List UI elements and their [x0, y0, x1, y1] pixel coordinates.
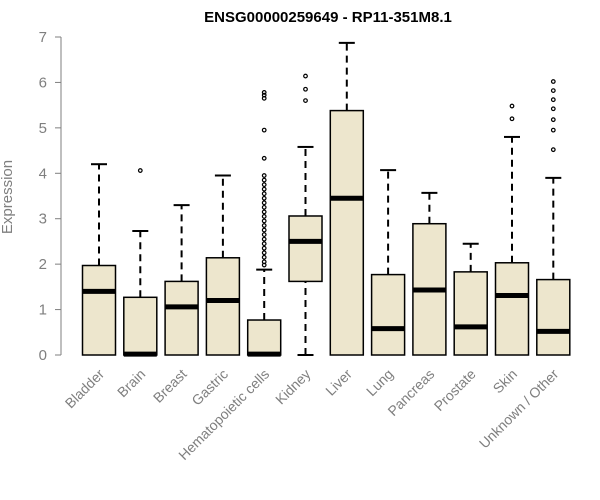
- outlier-point: [261, 204, 267, 210]
- outlier-point: [261, 232, 267, 238]
- box-hematopoietic-cells: [246, 90, 282, 357]
- outlier-point: [550, 106, 556, 112]
- outlier-point: [550, 147, 556, 153]
- outlier-point: [261, 223, 267, 228]
- outlier-point: [261, 127, 267, 133]
- outlier-point: [261, 195, 267, 201]
- x-tick-label: Kidney: [272, 366, 314, 408]
- x-tick-label: Bladder: [62, 366, 108, 412]
- outlier-point: [550, 79, 556, 84]
- x-tick-label: Breast: [150, 366, 190, 406]
- box-iqr: [536, 278, 571, 356]
- outlier-point: [261, 254, 267, 260]
- box-iqr: [370, 273, 406, 356]
- box-iqr: [453, 271, 488, 356]
- outlier-point: [261, 186, 267, 192]
- x-tick-label: Liver: [322, 366, 355, 399]
- outlier-point: [261, 236, 267, 242]
- outlier-point: [261, 241, 267, 247]
- outlier-point: [303, 86, 308, 92]
- box-iqr: [246, 319, 282, 356]
- box-unknown-other: [536, 79, 571, 356]
- box-lung: [370, 169, 406, 356]
- box-gastric: [205, 174, 241, 356]
- outlier-point: [261, 177, 267, 183]
- outlier-point: [261, 182, 267, 188]
- y-tick-label: 2: [39, 256, 47, 273]
- outlier-point: [261, 218, 267, 224]
- outlier-point: [550, 127, 556, 133]
- outlier-point: [261, 191, 267, 197]
- box-iqr: [205, 257, 241, 356]
- x-tick-label: Prostate: [431, 366, 479, 414]
- box-pancreas: [412, 191, 447, 356]
- x-tick-label: Skin: [490, 366, 521, 397]
- outlier-point: [261, 155, 267, 161]
- outlier-point: [303, 73, 308, 79]
- outlier-point: [550, 88, 556, 94]
- box-bladder: [81, 163, 117, 356]
- outlier-point: [137, 168, 143, 173]
- outlier-point: [550, 117, 556, 123]
- box-iqr: [123, 296, 158, 356]
- box-liver: [329, 41, 365, 356]
- y-tick-label: 1: [39, 302, 47, 319]
- y-tick-label: 7: [39, 29, 47, 46]
- box-breast: [164, 204, 199, 356]
- outlier-point: [509, 116, 515, 122]
- y-tick-label: 3: [39, 211, 47, 228]
- chart-title: ENSG00000259649 - RP11-351M8.1: [204, 9, 452, 26]
- box-iqr: [164, 280, 199, 356]
- outlier-point: [261, 95, 267, 101]
- outlier-point: [303, 98, 308, 103]
- box-skin: [494, 103, 530, 356]
- box-prostate: [453, 242, 488, 356]
- outlier-point: [550, 97, 556, 103]
- y-axis: 0 1 2 3 4 5 6 7: [39, 29, 62, 364]
- boxes-group: [81, 41, 571, 357]
- outlier-point: [261, 173, 267, 178]
- box-kidney: [288, 73, 323, 356]
- box-brain: [123, 168, 158, 357]
- outlier-point: [261, 209, 267, 215]
- outlier-point: [261, 227, 267, 233]
- x-tick-label: Lung: [363, 366, 396, 399]
- y-tick-label: 0: [39, 347, 47, 364]
- outlier-point: [261, 90, 267, 95]
- box-iqr: [81, 264, 117, 356]
- y-tick-label: 4: [39, 165, 47, 182]
- box-iqr: [329, 109, 365, 356]
- outlier-point: [261, 245, 267, 251]
- outlier-point: [261, 250, 267, 256]
- outlier-point: [261, 214, 267, 219]
- y-tick-label: 5: [39, 120, 47, 137]
- outlier-point: [261, 262, 267, 268]
- outlier-point: [509, 103, 515, 109]
- x-tick-label: Brain: [114, 366, 148, 400]
- y-tick-label: 6: [39, 74, 47, 91]
- outlier-point: [261, 200, 267, 206]
- y-axis-label: Expression: [0, 160, 16, 234]
- box-iqr: [288, 215, 323, 283]
- box-iqr: [494, 262, 530, 356]
